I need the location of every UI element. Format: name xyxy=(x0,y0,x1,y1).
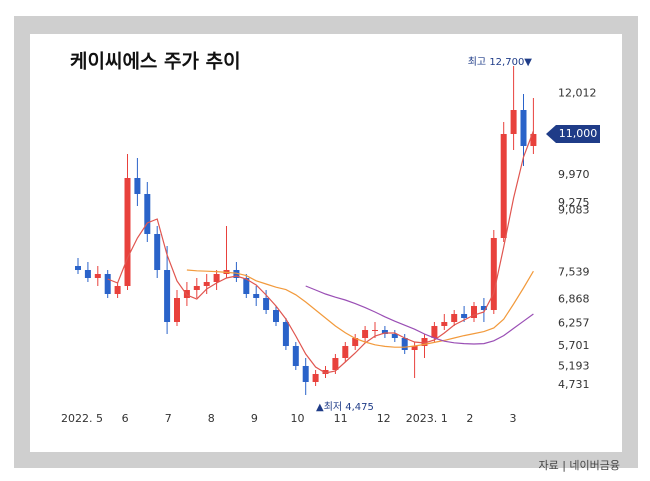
candle-body xyxy=(203,282,210,286)
candle-body xyxy=(94,274,101,278)
current-price-label: 11,000 xyxy=(559,127,598,140)
candle-body xyxy=(253,294,260,298)
y-tick-label: 5,193 xyxy=(558,359,590,372)
y-tick-label: 6,868 xyxy=(558,292,590,305)
candle-body xyxy=(292,346,299,366)
candle-body xyxy=(451,314,458,322)
moving-average-line xyxy=(186,269,534,348)
candle-body xyxy=(302,366,309,382)
y-tick-label: 9,083 xyxy=(558,204,590,217)
candle-body xyxy=(510,110,517,134)
y-tick-label: 12,012 xyxy=(558,87,597,100)
candle-body xyxy=(520,110,527,146)
candle-body xyxy=(154,234,161,270)
candle-body xyxy=(213,274,220,282)
candle-body xyxy=(352,338,359,346)
candle-body xyxy=(342,346,349,358)
candle-body xyxy=(381,330,388,334)
candle-body xyxy=(411,346,418,350)
y-tick-label: 9,970 xyxy=(558,168,590,181)
candle-body xyxy=(322,370,329,374)
candle-body xyxy=(421,338,428,346)
x-tick-label: 2023. 1 xyxy=(406,412,448,425)
y-tick-label: 4,731 xyxy=(558,378,590,391)
card xyxy=(30,34,622,452)
candle-body xyxy=(282,322,289,346)
current-price-tag xyxy=(546,125,600,143)
x-tick-label: 7 xyxy=(165,412,172,425)
candle-body xyxy=(431,326,438,338)
candle-body xyxy=(401,338,408,350)
candle-body xyxy=(441,322,448,326)
y-tick-label: 5,701 xyxy=(558,339,590,352)
x-tick-label: 11 xyxy=(334,412,348,425)
candle-body xyxy=(530,134,537,146)
moving-average-line xyxy=(107,130,534,374)
y-tick-label: 6,257 xyxy=(558,317,590,330)
candle-body xyxy=(104,274,111,294)
x-tick-label: 2022. 5 xyxy=(61,412,103,425)
candle-body xyxy=(263,298,270,310)
x-tick-label: 6 xyxy=(122,412,129,425)
x-tick-label: 3 xyxy=(510,412,517,425)
candle-body xyxy=(174,298,180,322)
y-tick-label: 7,539 xyxy=(558,265,590,278)
source: 자료 | 네이버금융 xyxy=(538,459,620,472)
x-tick-label: 10 xyxy=(291,412,305,425)
candle-body xyxy=(391,334,398,338)
candle-body xyxy=(362,330,369,338)
candle-body xyxy=(500,134,507,238)
candle-body xyxy=(193,286,200,290)
candle-body xyxy=(372,330,378,331)
candle-body xyxy=(233,270,240,278)
moving-average-line xyxy=(305,285,534,345)
candle-body xyxy=(243,278,250,294)
candle-body xyxy=(114,286,121,294)
candle-body xyxy=(84,270,91,278)
candle-body xyxy=(124,178,131,286)
candle-body xyxy=(273,310,279,322)
candle-body xyxy=(480,306,487,310)
candle-body xyxy=(164,270,171,322)
candle-body xyxy=(144,194,151,234)
candle-body xyxy=(312,374,319,382)
candle-body xyxy=(75,266,81,270)
y-tick-label: 9,275 xyxy=(558,196,590,209)
x-tick-label: 8 xyxy=(208,412,215,425)
chart-title: 케이씨에스 주가 추이 xyxy=(70,51,241,73)
candle-body xyxy=(332,358,339,370)
candle-body xyxy=(471,306,477,318)
x-tick-label: 2 xyxy=(466,412,473,425)
low-annotation: ▲최저 4,475 xyxy=(316,401,374,413)
candle-body xyxy=(490,238,497,310)
x-tick-label: 12 xyxy=(377,412,391,425)
candle-body xyxy=(461,314,468,318)
high-annotation: 최고 12,700▼ xyxy=(468,56,533,68)
candle-body xyxy=(134,178,141,194)
x-tick-label: 9 xyxy=(251,412,258,425)
